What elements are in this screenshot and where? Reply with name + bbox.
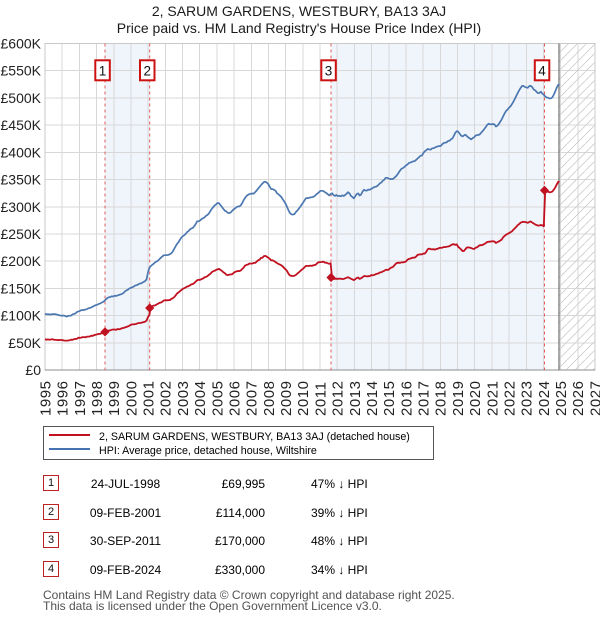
svg-text:2024: 2024: [536, 380, 553, 416]
svg-text:1997: 1997: [72, 380, 89, 416]
svg-text:2022: 2022: [501, 380, 518, 416]
svg-text:2010: 2010: [295, 380, 312, 416]
svg-text:2017: 2017: [416, 380, 433, 416]
svg-text:2002: 2002: [158, 380, 175, 416]
svg-text:4: 4: [538, 63, 546, 78]
svg-text:2013: 2013: [347, 380, 364, 416]
svg-text:£150K: £150K: [1, 280, 42, 296]
svg-text:£400K: £400K: [1, 144, 42, 160]
svg-text:2023: 2023: [519, 380, 536, 416]
svg-text:£50K: £50K: [8, 335, 41, 351]
svg-text:2009: 2009: [278, 380, 295, 416]
svg-text:2005: 2005: [209, 380, 226, 416]
svg-text:£600K: £600K: [1, 36, 42, 52]
svg-text:2001: 2001: [141, 380, 158, 416]
svg-text:1998: 1998: [89, 380, 106, 416]
svg-text:2004: 2004: [192, 380, 209, 416]
svg-text:2011: 2011: [312, 382, 329, 416]
svg-text:£450K: £450K: [1, 117, 42, 133]
svg-text:2015: 2015: [381, 380, 398, 416]
svg-text:£300K: £300K: [1, 199, 42, 215]
svg-text:2027: 2027: [587, 380, 600, 416]
svg-text:£550K: £550K: [1, 63, 42, 79]
svg-text:2026: 2026: [570, 380, 587, 416]
svg-text:1995: 1995: [37, 380, 54, 416]
svg-text:2006: 2006: [226, 380, 243, 416]
svg-text:3: 3: [325, 63, 333, 78]
svg-text:£100K: £100K: [1, 308, 42, 324]
svg-text:2016: 2016: [398, 380, 415, 416]
svg-text:2014: 2014: [364, 380, 381, 416]
svg-text:2019: 2019: [450, 380, 467, 416]
svg-text:2007: 2007: [244, 380, 261, 416]
svg-text:1996: 1996: [55, 380, 72, 416]
svg-text:2000: 2000: [123, 380, 140, 416]
svg-text:£250K: £250K: [1, 226, 42, 242]
svg-text:£200K: £200K: [1, 253, 42, 269]
svg-text:2021: 2021: [484, 380, 501, 416]
svg-text:£350K: £350K: [1, 172, 42, 188]
svg-text:2025: 2025: [553, 380, 570, 416]
svg-text:2, SARUM GARDENS, WESTBURY, BA: 2, SARUM GARDENS, WESTBURY, BA13 3AJ: [152, 3, 446, 19]
svg-text:£500K: £500K: [1, 90, 42, 106]
svg-text:2003: 2003: [175, 380, 192, 416]
svg-text:1: 1: [99, 63, 107, 78]
svg-text:2: 2: [143, 63, 151, 78]
svg-text:2008: 2008: [261, 380, 278, 416]
svg-text:2020: 2020: [467, 380, 484, 416]
svg-text:Price paid vs. HM Land Registr: Price paid vs. HM Land Registry's House …: [117, 20, 481, 36]
svg-text:£0: £0: [25, 362, 41, 378]
svg-text:2018: 2018: [433, 380, 450, 416]
svg-text:1999: 1999: [106, 380, 123, 416]
svg-text:2012: 2012: [330, 380, 347, 416]
